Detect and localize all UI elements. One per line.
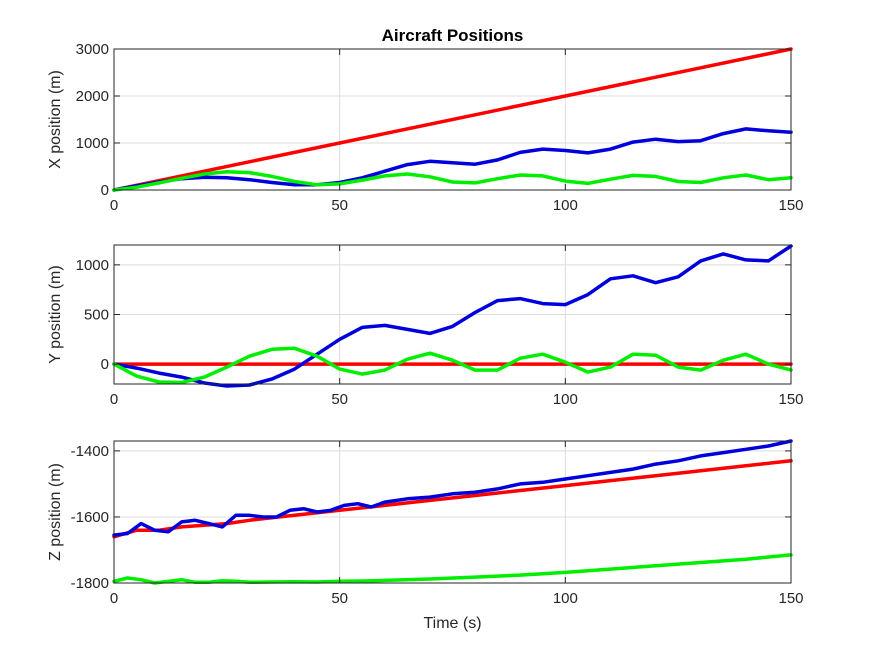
axes-box [113, 440, 792, 584]
series-line-1 [112, 244, 793, 388]
y-tick-label: 1000 [76, 257, 109, 274]
y-tick-label: -1800 [71, 575, 109, 592]
series-line-1 [112, 439, 793, 537]
y-tick-label: 3000 [76, 41, 109, 58]
x-tick-label: 150 [778, 590, 803, 607]
y-tick-label: -1400 [71, 443, 109, 460]
y-axis-label: Z position (m) [47, 463, 64, 561]
series-line-2 [112, 346, 793, 385]
x-tick-label: 100 [553, 197, 578, 214]
y-position-subplot: 0 50 100 150 0 500 1000 Y position (m) [47, 244, 804, 408]
series-line-2 [112, 169, 793, 192]
x-tick-label: 50 [331, 590, 348, 607]
y-axis-label: Y position (m) [47, 265, 64, 363]
x-tick-label: 100 [553, 391, 578, 408]
x-tick-label: 100 [553, 590, 578, 607]
plot-area [114, 441, 791, 583]
y-tick-label: 0 [101, 182, 109, 199]
series-line-2 [112, 553, 793, 585]
x-tick-label: 50 [331, 197, 348, 214]
z-position-subplot: 0 50 100 150 -1800 -1600 -1400 Z position (m) Ti… [47, 439, 804, 632]
x-tick-label: 150 [778, 197, 803, 214]
y-tick-label: 1000 [76, 135, 109, 152]
series-line-0 [112, 459, 793, 539]
y-tick-label: 2000 [76, 88, 109, 105]
y-tick-label: -1600 [71, 509, 109, 526]
series-line-0 [112, 47, 793, 192]
y-axis-label: X position (m) [47, 70, 64, 169]
axes-box [113, 48, 792, 191]
x-tick-label: 0 [110, 197, 118, 214]
series-line-1 [112, 127, 793, 192]
chart-title: Aircraft Positions [382, 26, 524, 45]
y-tick-label: 0 [101, 356, 109, 373]
x-tick-label: 0 [110, 590, 118, 607]
y-tick-label: 500 [84, 307, 109, 324]
x-tick-label: 150 [778, 391, 803, 408]
x-position-subplot: 0 50 100 150 0 1000 2000 3000 X position (m) Airc… [47, 26, 804, 214]
x-tick-label: 50 [331, 391, 348, 408]
x-tick-label: 0 [110, 391, 118, 408]
x-axis-label: Time (s) [423, 615, 481, 632]
